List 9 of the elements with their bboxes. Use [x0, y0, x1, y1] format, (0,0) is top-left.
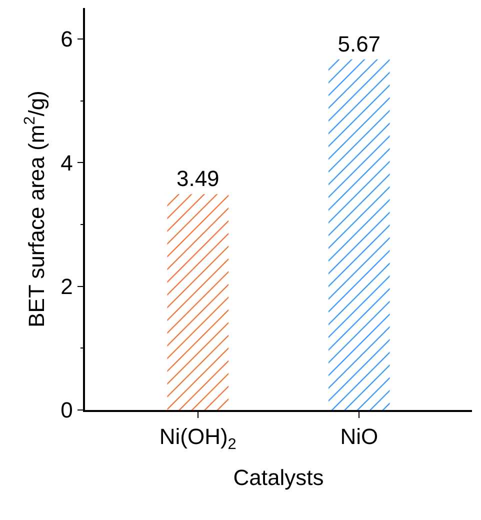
x-tick-label: Ni(OH)$_{2}$	[159, 424, 236, 453]
y-tick-label: 2	[60, 274, 73, 300]
y-tick-label: 4	[60, 150, 73, 176]
x-axis-title: Catalysts	[233, 465, 324, 490]
x-tick-label: NiO	[340, 424, 378, 450]
data-label: 3.49	[176, 166, 220, 192]
data-label: 5.67	[338, 31, 381, 56]
y-tick-label: 6	[60, 26, 73, 52]
y-tick-label: 0	[60, 398, 73, 423]
